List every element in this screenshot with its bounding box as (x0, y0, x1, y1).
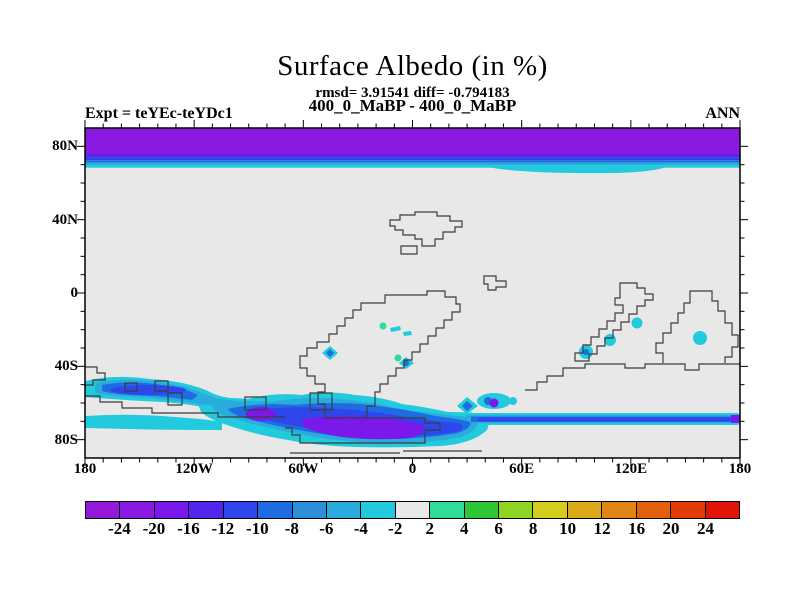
colorbar-label: -12 (211, 519, 235, 538)
colorbar-cell (635, 501, 672, 519)
lon-tick-label: 120W (175, 461, 213, 477)
lat-tick-label: 80S (54, 431, 78, 448)
lat-tick-label: 40S (54, 358, 78, 375)
lon-tick-label: 180 (728, 461, 752, 477)
colorbar-label: -6 (319, 519, 334, 538)
colorbar-cell (291, 501, 327, 519)
colorbar-cell (257, 501, 293, 519)
colorbar-cell (463, 501, 500, 519)
colorbar-cell (498, 501, 534, 519)
colorbar-label: -20 (142, 519, 166, 538)
colorbar-label: -10 (246, 519, 269, 538)
colorbar-label: 10 (559, 519, 577, 538)
lon-tick-label: 60E (509, 461, 535, 477)
lat-tick-label: 0 (70, 285, 79, 301)
colorbar-label: 24 (697, 519, 715, 538)
colorbar-label: 4 (459, 519, 469, 538)
colorbar-label: -24 (108, 519, 131, 538)
colorbar-labels: -24 -20 -16 -12 -10 -8 -6 -4 -2 2 4 6 8 10 12 16 20 24 (85, 519, 740, 541)
colorbar-cell (153, 501, 190, 519)
colorbar-label: 2 (425, 519, 434, 538)
north-polar-band (85, 128, 740, 174)
colorbar-label: -16 (177, 519, 200, 538)
colorbar-cell (429, 501, 465, 519)
colorbar-label: 8 (528, 519, 538, 538)
colorbar-label: 6 (494, 519, 503, 538)
lon-tick-label: 0 (408, 461, 417, 477)
colorbar-cell (566, 501, 603, 519)
lon-tick-label: 180 (73, 461, 97, 477)
colorbar-label: -4 (353, 519, 368, 538)
coastlines (85, 211, 740, 454)
comparison-line: 400_0_MaBP - 400_0_MaBP (308, 96, 517, 115)
colorbar-cell (532, 501, 568, 519)
colorbar-cell (601, 501, 637, 519)
colorbar-cell (222, 501, 259, 519)
lon-tick-label: 60W (288, 461, 319, 477)
map-plot (77, 120, 748, 466)
lat-tick-label: 40N (52, 211, 78, 228)
colorbar-cell (394, 501, 431, 519)
colorbar-cell (188, 501, 224, 519)
colorbar-label: -8 (284, 519, 299, 538)
chart-title: Surface Albedo (in %) (277, 50, 548, 82)
colorbar-cell (360, 501, 396, 519)
colorbar-cell (85, 501, 121, 519)
colorbar (85, 501, 741, 519)
lat-tick-label: 80N (52, 138, 78, 155)
colorbar-cell (670, 501, 706, 519)
colorbar-label: 12 (593, 519, 611, 538)
colorbar-label: 16 (628, 519, 646, 538)
map-frame (84, 127, 741, 459)
season-label: ANN (705, 105, 740, 122)
green-specks (379, 322, 402, 362)
stats-line: rmsd= 3.91541 diff= -0.794183 (315, 85, 510, 101)
colorbar-cell (704, 501, 741, 519)
colorbar-cell (119, 501, 155, 519)
colorbar-cell (325, 501, 362, 519)
colorbar-label: -2 (388, 519, 403, 538)
colorbar-label: 20 (662, 519, 680, 538)
experiment-label: Expt = teYEc-teYDc1 (85, 105, 233, 122)
lon-tick-label: 120E (614, 461, 648, 477)
